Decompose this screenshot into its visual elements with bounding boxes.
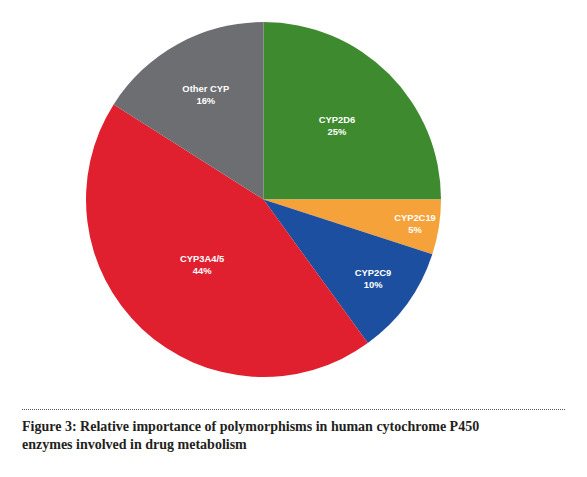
svg-text:CYP3A4/544%: CYP3A4/544% <box>180 253 224 276</box>
html-text:Figure 3: Relative importance: Figure 3: Relative importance of polymor… <box>22 419 480 452</box>
svg-text:CYP2C910%: CYP2C910% <box>355 267 391 290</box>
svg-text:CYP2D625%: CYP2D625% <box>319 114 355 137</box>
svg-text:CYP2C195%: CYP2C195% <box>394 212 436 235</box>
svg-text:Other CYP16%: Other CYP16% <box>182 83 229 106</box>
